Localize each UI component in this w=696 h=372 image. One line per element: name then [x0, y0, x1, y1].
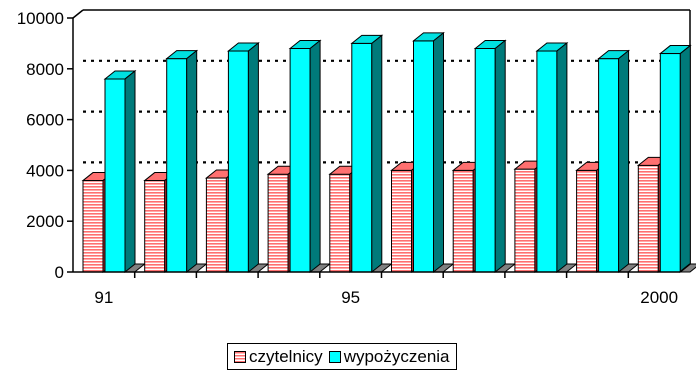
bar-wypozyczenia-front — [351, 42, 373, 273]
y-tick-label: 2000 — [26, 212, 64, 231]
bar-wypozyczenia-front — [474, 47, 496, 273]
bar-wypozyczenia — [658, 44, 692, 274]
bar-wypozyczenia-side — [186, 49, 198, 274]
bar-wypozyczenia — [473, 39, 507, 274]
bar-wypozyczenia-side — [433, 31, 444, 274]
bar-czytelnicy-front — [267, 173, 289, 273]
y-tick-label: 6000 — [26, 111, 64, 130]
bar-czytelnicy-front — [576, 169, 598, 273]
legend-label-czytelnicy: czytelnicy — [249, 346, 323, 366]
bar-wypozyczenia-front — [289, 47, 311, 273]
y-tick-label: 10000 — [17, 9, 64, 28]
bar-czytelnicy-front — [452, 169, 474, 273]
x-tick-label: 95 — [341, 288, 360, 307]
bar-wypozyczenia-side — [679, 44, 691, 274]
bar-wypozyczenia-side — [618, 49, 630, 274]
x-tick-label: 91 — [94, 288, 113, 307]
y-tick-label: 8000 — [26, 60, 64, 79]
bar-czytelnicy-front — [514, 168, 536, 273]
bar-czytelnicy-front — [637, 164, 659, 273]
bar-czytelnicy-front — [205, 177, 227, 273]
y-tick-label: 0 — [55, 263, 64, 282]
bar-wypozyczenia — [103, 69, 137, 274]
bar-czytelnicy-front — [391, 169, 412, 273]
bar-wypozyczenia — [350, 34, 384, 274]
bar-wypozyczenia-side — [556, 41, 568, 274]
bar-wypozyczenia-side — [124, 69, 136, 274]
legend-item-wypozyczenia: wypożyczenia — [328, 346, 450, 367]
legend-label-wypozyczenia: wypożyczenia — [343, 346, 450, 366]
x-tick-label: 2000 — [640, 288, 678, 307]
bar-wypozyczenia-side — [371, 34, 383, 274]
bar-wypozyczenia-side — [309, 39, 321, 274]
legend-item-czytelnicy: czytelnicy — [234, 347, 323, 367]
bar-wypozyczenia-side — [494, 39, 506, 274]
bar-wypozyczenia — [288, 39, 322, 274]
legend: czytelnicy wypożyczenia — [227, 343, 457, 370]
legend-swatch-wypozyczenia — [328, 350, 341, 363]
bar-czytelnicy-front — [144, 180, 166, 273]
bar-wypozyczenia — [535, 41, 569, 274]
y-axis-depth-top — [72, 9, 84, 19]
x-axis-depth-right — [679, 263, 691, 273]
bar-wypozyczenia-side — [247, 41, 259, 274]
bar-czytelnicy-front — [82, 180, 104, 273]
legend-swatch-czytelnicy — [234, 350, 246, 363]
bar-wypozyczenia-front — [166, 58, 188, 273]
bar-wypozyczenia — [412, 31, 445, 274]
bar-czytelnicy-front — [329, 173, 351, 273]
bar-wypozyczenia-front — [536, 50, 558, 273]
y-tick-label: 4000 — [26, 161, 64, 180]
bar-wypozyczenia — [165, 49, 199, 274]
bar-wypozyczenia-front — [413, 40, 434, 273]
bar-wypozyczenia-front — [659, 53, 681, 273]
bar-wypozyczenia-front — [598, 58, 620, 273]
bar-wypozyczenia-front — [104, 78, 126, 273]
bar-wypozyczenia — [597, 49, 631, 274]
bar-wypozyczenia — [226, 41, 260, 274]
bar-wypozyczenia-front — [227, 50, 249, 273]
